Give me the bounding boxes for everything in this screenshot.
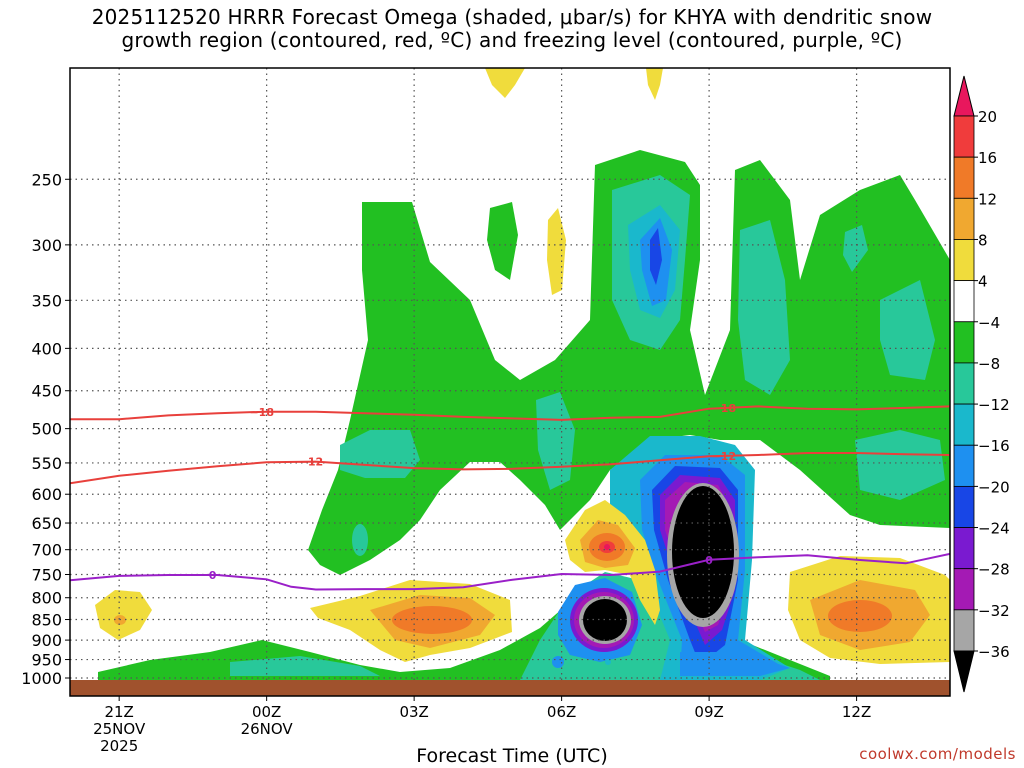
colorbar-label: 8 <box>978 231 988 249</box>
contour-label: 0 <box>209 569 217 582</box>
y-tick-label: 300 <box>31 236 62 255</box>
x-tick-label: 03Z <box>399 703 428 721</box>
colorbar-segment <box>953 239 975 282</box>
y-tick-label: 250 <box>31 170 62 189</box>
colorbar-label: 16 <box>978 149 997 167</box>
colorbar-segment <box>953 403 975 446</box>
colorbar-label: 4 <box>978 273 988 291</box>
omega-fill-cyan-dot <box>605 659 611 665</box>
omega-fill-teal-h <box>843 225 868 272</box>
x-axis-label: Forecast Time (UTC) <box>416 745 608 767</box>
omega-fill-teal-f <box>340 430 420 478</box>
omega-fill-teal-i <box>352 524 368 556</box>
chart-title-line-2: growth region (contoured, red, ºC) and f… <box>121 28 903 52</box>
colorbar-label: −8 <box>978 355 1000 373</box>
contour-line <box>70 405 950 421</box>
contours: −18 −18 −12 −12 0 0 <box>70 402 950 591</box>
colorbar-segment <box>953 115 975 158</box>
omega-fill-black-low <box>583 599 627 641</box>
x-tick-label: 21Z <box>104 703 133 721</box>
grid <box>70 68 950 696</box>
colorbar-label: 20 <box>978 108 997 126</box>
y-tick-label: 450 <box>31 382 62 401</box>
omega-fill-navy-upper <box>650 228 662 285</box>
colorbar-segment <box>953 527 975 570</box>
colorbar-label: −32 <box>978 602 1010 620</box>
colorbar-segment <box>953 444 975 487</box>
omega-fill-teal-e <box>536 392 575 490</box>
x-tick-label: 2025 <box>100 737 138 755</box>
chart-title-line-1: 2025112520 HRRR Forecast Omega (shaded, … <box>91 5 933 29</box>
x-tick-label: 09Z <box>694 703 723 721</box>
colorbar-label: −16 <box>978 437 1010 455</box>
omega-fill-yellow-b <box>646 68 663 100</box>
x-tick-label: 06Z <box>547 703 576 721</box>
omega-fill-green-blob <box>487 202 518 280</box>
omega-fill-teal-c <box>880 280 935 380</box>
y-tick-label: 700 <box>31 541 62 560</box>
omega-fill-yellow-a <box>485 68 525 98</box>
contour-label: −18 <box>249 406 274 419</box>
y-tick-label: 350 <box>31 291 62 310</box>
colorbar-label: 12 <box>978 190 997 208</box>
contour-label: 0 <box>705 554 713 567</box>
omega-fill-yellow-c <box>547 208 566 295</box>
omega-fill-teal-b <box>738 220 790 395</box>
y-tick-label: 950 <box>31 651 62 670</box>
y-tick-label: 600 <box>31 485 62 504</box>
contour-label: −12 <box>712 450 737 463</box>
y-axis: 2503003504004505005506006507007508008509… <box>21 170 70 688</box>
omega-fill-teal-g <box>230 656 380 676</box>
omega-fill-yellow-g <box>95 590 152 640</box>
colorbar-segment <box>953 609 975 652</box>
y-tick-label: 800 <box>31 589 62 608</box>
colorbar-label: −4 <box>978 314 1000 332</box>
ground-bar <box>70 680 950 696</box>
contour-line <box>70 552 950 591</box>
colorbar: 20 16 12 8 4 −4 −8 −12 −16 −20 −24 −28 −32 −36 <box>953 75 1010 693</box>
y-tick-label: 400 <box>31 339 62 358</box>
omega-fill-red-f <box>828 600 892 632</box>
y-tick-label: 650 <box>31 514 62 533</box>
omega-fill-green <box>308 150 950 575</box>
omega-fill-black-core <box>672 486 734 618</box>
y-tick-label: 550 <box>31 454 62 473</box>
y-tick-label: 850 <box>31 611 62 630</box>
y-tick-label: 900 <box>31 631 62 650</box>
colorbar-segment <box>953 362 975 405</box>
x-tick-label: 26NOV <box>241 720 294 738</box>
colorbar-label: −24 <box>978 520 1010 538</box>
colorbar-top-arrow <box>953 75 975 117</box>
x-tick-label: 00Z <box>252 703 281 721</box>
colorbar-segment <box>953 280 975 323</box>
y-tick-label: 500 <box>31 420 62 439</box>
colorbar-segment <box>953 197 975 240</box>
colorbar-label: −36 <box>978 643 1010 661</box>
colorbar-label: −20 <box>978 478 1010 496</box>
omega-fill-red-e <box>392 606 472 634</box>
x-tick-label: 25NOV <box>93 720 146 738</box>
colorbar-segment <box>953 568 975 611</box>
y-tick-label: 750 <box>31 566 62 585</box>
colorbar-segment <box>953 156 975 199</box>
contour-label: −18 <box>712 402 737 415</box>
y-tick-label: 1000 <box>21 669 62 688</box>
colorbar-label: −28 <box>978 561 1010 579</box>
colorbar-label: −12 <box>978 396 1010 414</box>
omega-fill-pink-d <box>604 544 610 550</box>
colorbar-bottom-arrow <box>953 650 975 693</box>
chart-title: 2025112520 HRRR Forecast Omega (shaded, … <box>0 6 1024 52</box>
omega-fill-teal-d <box>855 430 945 500</box>
plot-frame <box>69 67 951 697</box>
colorbar-segment <box>953 485 975 528</box>
credit-link[interactable]: coolwx.com/models <box>859 745 1016 763</box>
omega-fill-blue-band <box>680 652 790 676</box>
x-tick-label: 12Z <box>842 703 871 721</box>
contour-line <box>70 452 950 485</box>
colorbar-segment <box>953 321 975 364</box>
contour-label: −12 <box>299 456 324 469</box>
